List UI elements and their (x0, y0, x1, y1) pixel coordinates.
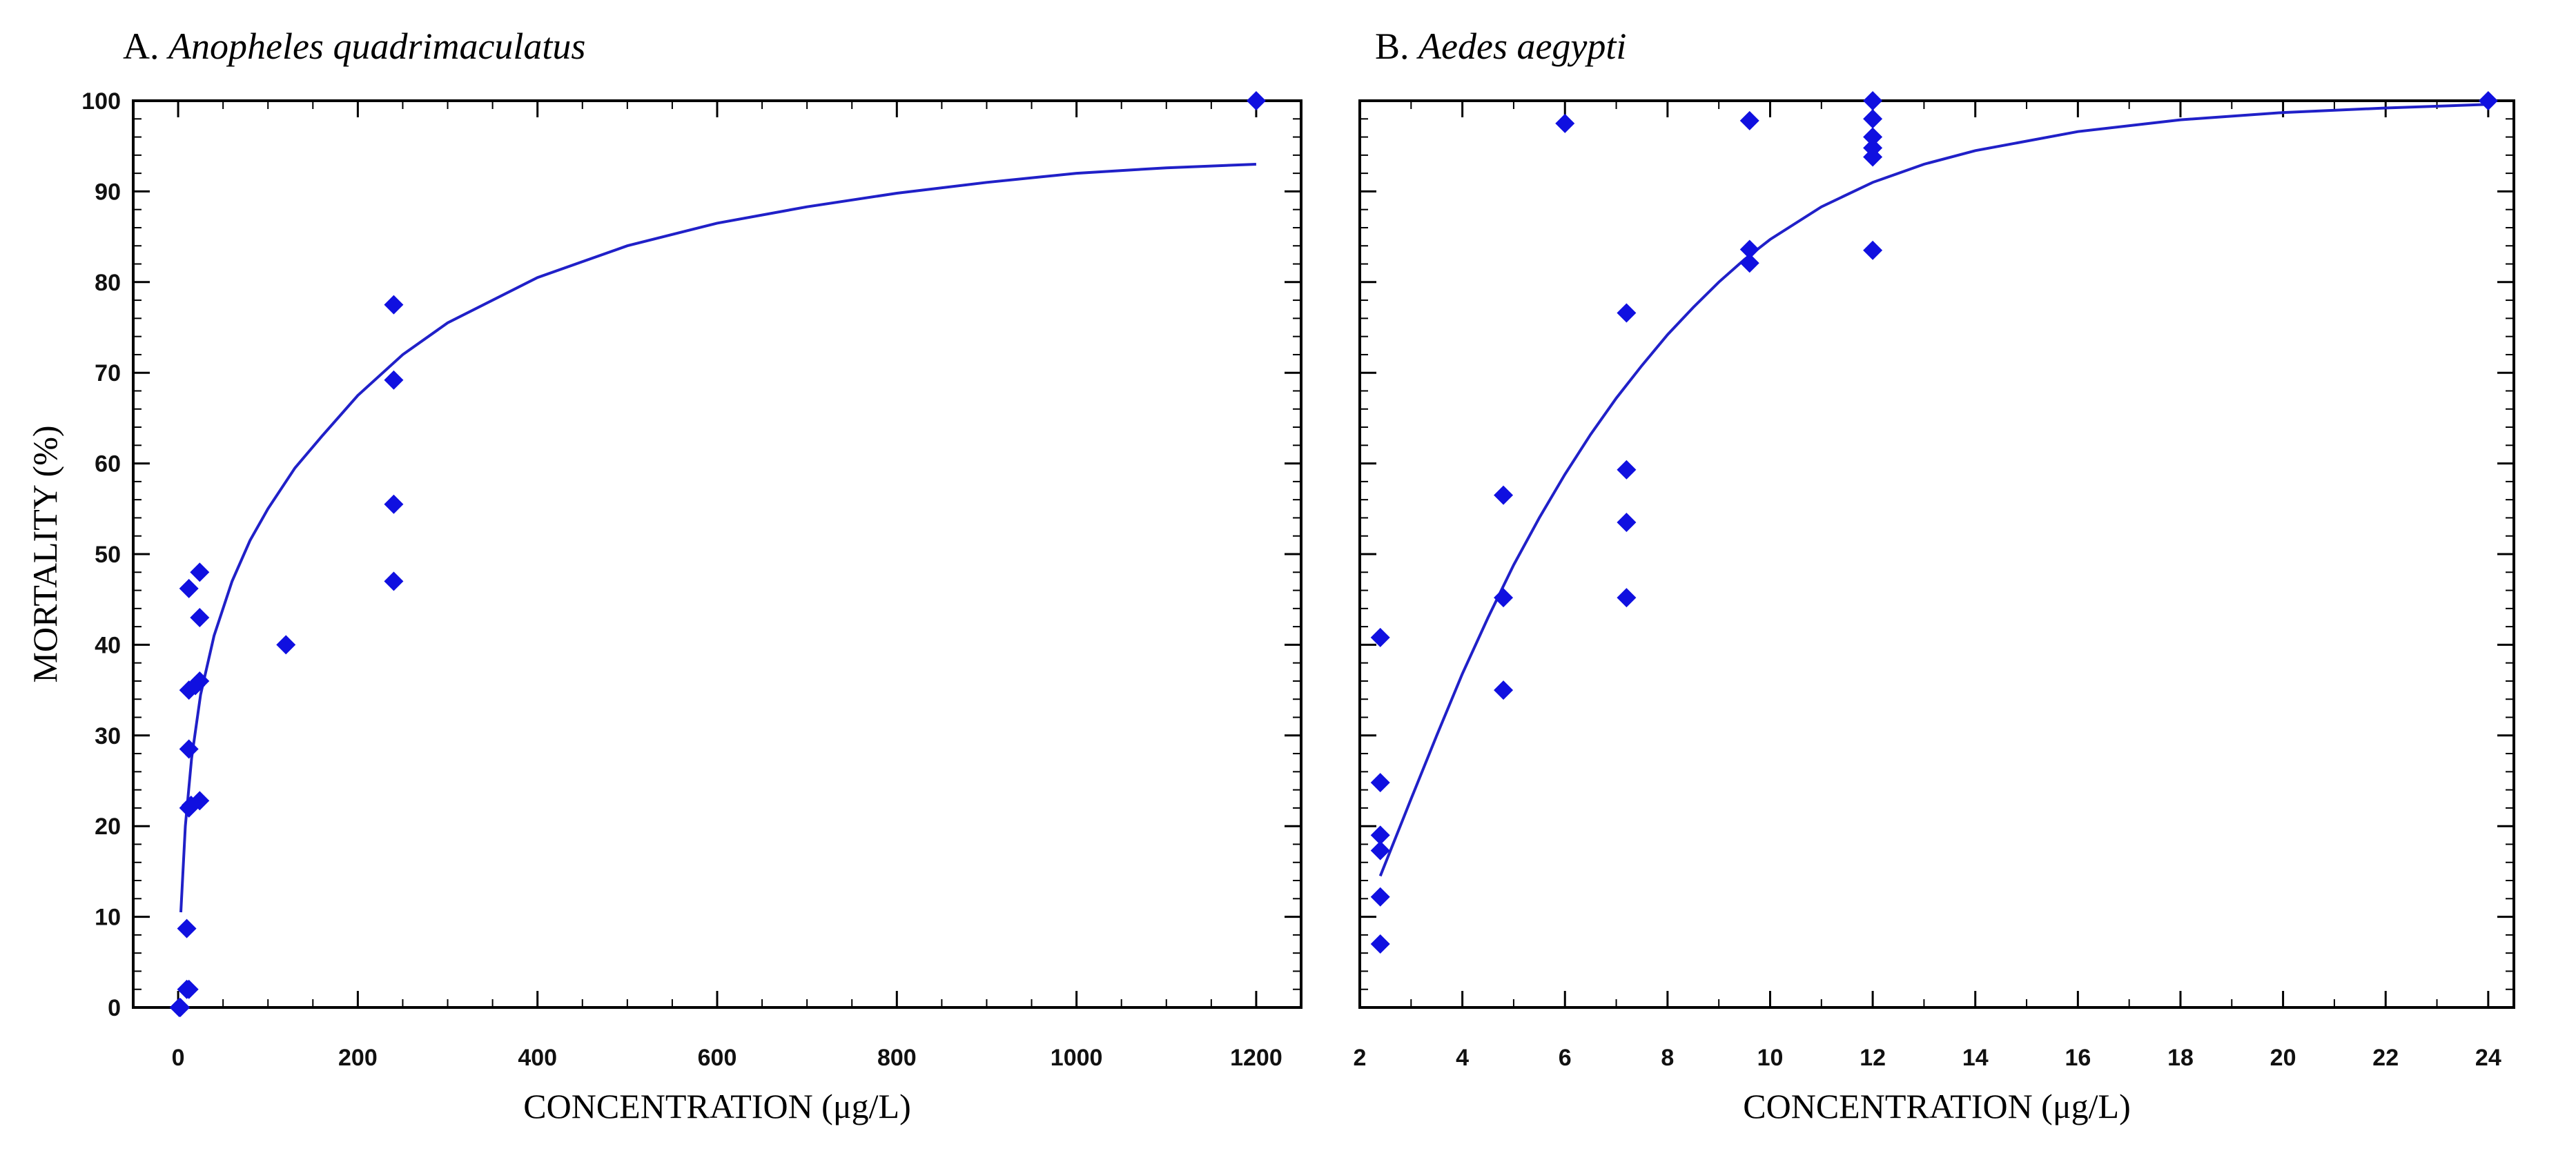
data-point (179, 979, 199, 999)
panel-b-title: B. Aedes aegypti (1375, 25, 1626, 68)
data-point (1863, 127, 1883, 147)
data-point (1863, 240, 1883, 260)
x-tick-label: 22 (2372, 1045, 2399, 1071)
data-point (190, 671, 210, 691)
data-point (179, 739, 199, 759)
data-point (1555, 113, 1575, 133)
fit-curve (179, 163, 1256, 913)
data-point (1370, 934, 1390, 954)
x-tick-label: 800 (877, 1045, 917, 1071)
data-point (177, 918, 197, 938)
y-tick-label: 50 (95, 542, 121, 568)
data-point (1617, 513, 1637, 533)
y-tick-label: 10 (95, 905, 121, 931)
data-point (1863, 91, 1883, 110)
panel-b-species: Aedes aegypti (1418, 26, 1627, 67)
data-point (1246, 91, 1266, 110)
data-point (1863, 138, 1883, 158)
fit-curve (1378, 103, 2488, 877)
y-tick-label: 80 (95, 270, 121, 296)
y-axis-title: MORTALITY (%) (26, 426, 64, 683)
y-tick-label: 20 (95, 814, 121, 840)
x-tick-label: 200 (338, 1045, 378, 1071)
x-tick-label: 20 (2270, 1045, 2296, 1071)
x-tick-label: 24 (2475, 1045, 2501, 1071)
data-point (1494, 588, 1514, 608)
x-axis-title: CONCENTRATION (μg/L) (1743, 1087, 2130, 1125)
data-point (1370, 840, 1390, 860)
x-tick-label: 14 (1962, 1045, 1989, 1071)
data-point (1494, 485, 1514, 505)
x-tick-label: 8 (1661, 1045, 1674, 1071)
panel-a-letter: A. (123, 26, 159, 67)
x-tick-label: 12 (1860, 1045, 1886, 1071)
data-point (1739, 110, 1759, 130)
data-point (190, 562, 210, 582)
x-tick-label: 600 (698, 1045, 737, 1071)
data-point (1370, 627, 1390, 647)
x-tick-label: 16 (2065, 1045, 2091, 1071)
data-point (1617, 460, 1637, 480)
data-point (1617, 588, 1637, 608)
data-point (1370, 825, 1390, 845)
x-tick-label: 0 (172, 1045, 185, 1071)
data-point (179, 578, 199, 598)
x-tick-label: 18 (2167, 1045, 2194, 1071)
x-tick-label: 1200 (1230, 1045, 1282, 1071)
data-point (276, 635, 296, 655)
data-point (1739, 239, 1759, 259)
y-tick-label: 30 (95, 723, 121, 749)
y-tick-label: 90 (95, 179, 121, 205)
panel-b-frame (1358, 99, 2515, 1009)
x-axis-title: CONCENTRATION (μg/L) (523, 1087, 910, 1125)
panel-a-frame (132, 99, 1302, 1009)
data-point (384, 295, 404, 315)
data-point (1739, 253, 1759, 273)
y-tick-label: 70 (95, 360, 121, 386)
y-tick-label: 40 (95, 632, 121, 658)
x-tick-label: 1000 (1051, 1045, 1103, 1071)
panel-b-letter: B. (1375, 26, 1409, 67)
data-point (1494, 680, 1514, 700)
data-point (1863, 109, 1883, 129)
data-point (190, 607, 210, 627)
data-point (170, 998, 191, 1017)
x-tick-label: 400 (518, 1045, 557, 1071)
data-point (1370, 773, 1390, 793)
data-point (2478, 91, 2498, 110)
data-point (384, 571, 404, 591)
x-tick-label: 2 (1354, 1045, 1367, 1071)
x-tick-label: 4 (1456, 1045, 1469, 1071)
panel-a-title: A. Anopheles quadrimaculatus (123, 25, 585, 68)
data-point (1370, 887, 1390, 907)
data-point (1617, 303, 1637, 323)
data-point (190, 791, 210, 811)
y-tick-label: 60 (95, 451, 121, 478)
x-tick-label: 6 (1559, 1045, 1572, 1071)
y-tick-label: 100 (81, 88, 121, 115)
panel-a-species: Anopheles quadrimaculatus (168, 26, 586, 67)
y-tick-label: 0 (108, 995, 121, 1021)
data-point (384, 370, 404, 390)
x-tick-label: 10 (1757, 1045, 1784, 1071)
data-point (384, 494, 404, 514)
